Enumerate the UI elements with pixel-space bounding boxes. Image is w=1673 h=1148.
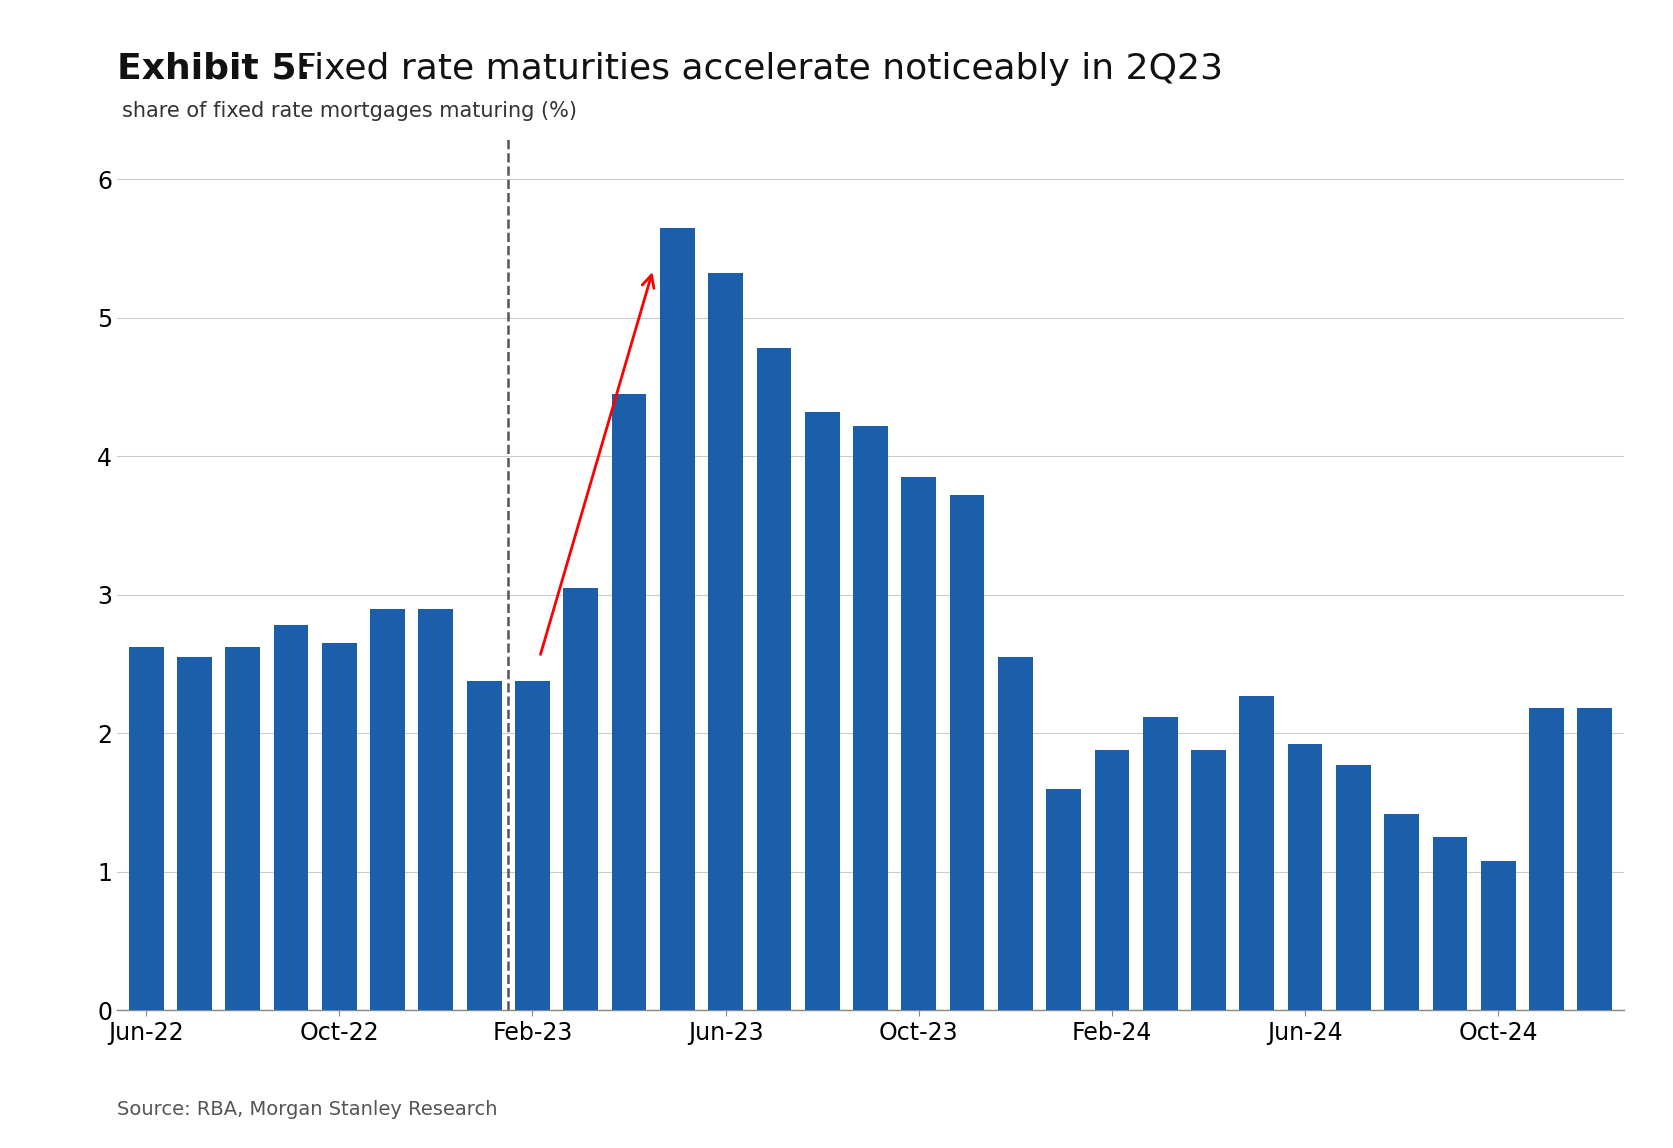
Bar: [273, 626, 308, 1010]
Bar: [949, 495, 984, 1010]
Bar: [659, 227, 694, 1010]
Bar: [997, 657, 1032, 1010]
Bar: [564, 588, 597, 1010]
Bar: [1094, 750, 1129, 1010]
Bar: [1046, 789, 1081, 1010]
Bar: [1335, 765, 1370, 1010]
Bar: [1576, 708, 1611, 1010]
Bar: [226, 647, 259, 1010]
Bar: [1143, 716, 1176, 1010]
Bar: [1481, 861, 1514, 1010]
Bar: [1432, 837, 1467, 1010]
Bar: [900, 478, 935, 1010]
Bar: [708, 273, 743, 1010]
Bar: [370, 608, 405, 1010]
Bar: [756, 348, 791, 1010]
Bar: [1384, 814, 1419, 1010]
Bar: [177, 657, 212, 1010]
Bar: [515, 681, 549, 1010]
Bar: [853, 426, 887, 1010]
Bar: [1191, 750, 1225, 1010]
Bar: [467, 681, 502, 1010]
Text: Fixed rate maturities accelerate noticeably in 2Q23: Fixed rate maturities accelerate noticea…: [273, 52, 1223, 86]
Bar: [129, 647, 164, 1010]
Bar: [805, 412, 840, 1010]
Text: Source: RBA, Morgan Stanley Research: Source: RBA, Morgan Stanley Research: [117, 1100, 497, 1119]
Text: share of fixed rate mortgages maturing (%): share of fixed rate mortgages maturing (…: [122, 101, 577, 122]
Bar: [418, 608, 453, 1010]
Text: Exhibit 5:: Exhibit 5:: [117, 52, 311, 86]
Bar: [1238, 696, 1273, 1010]
Bar: [611, 394, 646, 1010]
Bar: [1527, 708, 1563, 1010]
Bar: [321, 643, 356, 1010]
Bar: [1287, 744, 1322, 1010]
